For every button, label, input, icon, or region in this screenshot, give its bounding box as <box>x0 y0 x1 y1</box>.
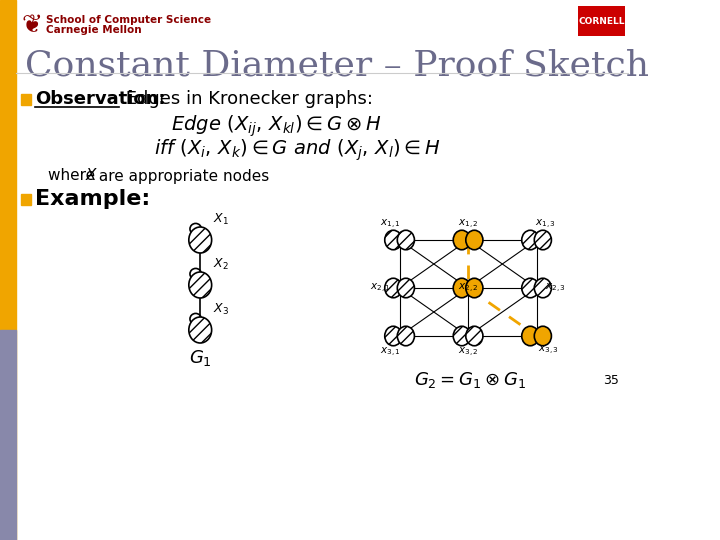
Circle shape <box>522 230 539 249</box>
Circle shape <box>534 230 552 249</box>
Circle shape <box>453 278 470 298</box>
Text: Observation:: Observation: <box>35 90 166 108</box>
Text: $x_{1,1}$: $x_{1,1}$ <box>380 218 401 231</box>
Circle shape <box>397 278 415 298</box>
Text: X: X <box>86 168 96 184</box>
Text: $\mathit{iff}\ (X_i,\, X_k) \in G\ \mathit{and}\ (X_j,\, X_l) \in H$: $\mathit{iff}\ (X_i,\, X_k) \in G\ \math… <box>153 137 441 163</box>
Text: $X_3$: $X_3$ <box>213 302 230 317</box>
Circle shape <box>384 230 402 249</box>
Circle shape <box>189 272 212 298</box>
FancyBboxPatch shape <box>578 6 625 36</box>
Circle shape <box>189 317 212 343</box>
Circle shape <box>453 230 470 249</box>
Circle shape <box>384 278 402 298</box>
Circle shape <box>397 326 415 346</box>
Text: Carnegie Mellon: Carnegie Mellon <box>45 25 141 35</box>
Text: 35: 35 <box>603 374 619 387</box>
Text: $x_{2,3}$: $x_{2,3}$ <box>546 281 567 294</box>
Text: $x_{3,3}$: $x_{3,3}$ <box>539 343 559 356</box>
Text: $x_{2,1}$: $x_{2,1}$ <box>370 281 391 294</box>
Bar <box>21 194 31 205</box>
Text: $x_{3,1}$: $x_{3,1}$ <box>380 346 401 359</box>
Text: $x_{2,2}$: $x_{2,2}$ <box>458 281 478 294</box>
Text: $G_2 = G_1 \otimes G_1$: $G_2 = G_1 \otimes G_1$ <box>414 370 526 390</box>
Text: are appropriate nodes: are appropriate nodes <box>94 168 269 184</box>
Text: Constant Diameter – Proof Sketch: Constant Diameter – Proof Sketch <box>24 48 649 82</box>
Circle shape <box>534 278 552 298</box>
Text: $X_1$: $X_1$ <box>213 212 229 227</box>
Circle shape <box>384 326 402 346</box>
Text: CORNELL: CORNELL <box>578 17 625 25</box>
Circle shape <box>522 278 539 298</box>
Circle shape <box>397 230 415 249</box>
Text: Edges in Kronecker graphs:: Edges in Kronecker graphs: <box>120 90 373 108</box>
Text: Example:: Example: <box>35 189 150 209</box>
Text: $x_{1,3}$: $x_{1,3}$ <box>535 218 556 231</box>
Bar <box>0 0 16 540</box>
Circle shape <box>522 326 539 346</box>
Text: School of Computer Science: School of Computer Science <box>45 15 211 25</box>
Bar <box>0 330 16 540</box>
Text: ❦: ❦ <box>22 13 43 37</box>
Circle shape <box>466 326 483 346</box>
Text: where: where <box>48 168 100 184</box>
Text: $\mathit{Edge}\ (X_{ij},\, X_{kl}) \in G \otimes H$: $\mathit{Edge}\ (X_{ij},\, X_{kl}) \in G… <box>171 113 382 139</box>
Text: $x_{3,2}$: $x_{3,2}$ <box>458 346 478 359</box>
Text: $x_{1,2}$: $x_{1,2}$ <box>458 218 478 231</box>
Circle shape <box>189 227 212 253</box>
Circle shape <box>453 326 470 346</box>
Circle shape <box>534 326 552 346</box>
Circle shape <box>466 230 483 249</box>
Circle shape <box>466 278 483 298</box>
Bar <box>21 94 31 105</box>
Text: $X_2$: $X_2$ <box>213 257 229 272</box>
Text: $G_1$: $G_1$ <box>189 348 212 368</box>
